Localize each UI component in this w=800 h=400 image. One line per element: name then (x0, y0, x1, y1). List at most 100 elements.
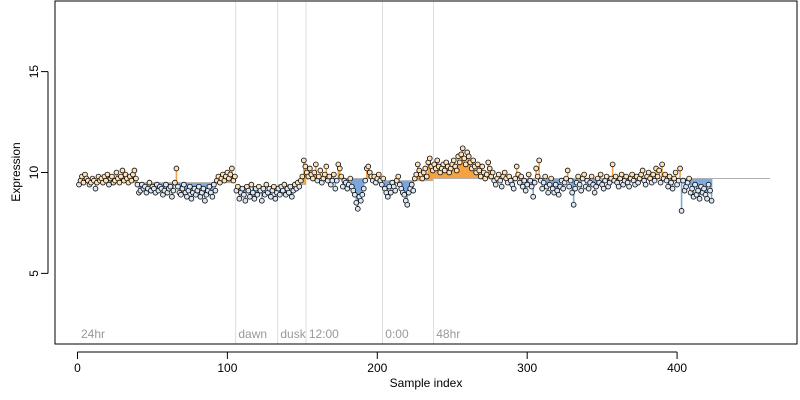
data-point (530, 193, 536, 200)
y-tick-label: 15 (27, 65, 41, 79)
x-tick-label: 400 (667, 361, 687, 375)
data-point (461, 155, 468, 162)
data-point (453, 167, 460, 174)
data-point (104, 171, 111, 178)
data-point (187, 183, 193, 190)
region-labels: 24hr dawn dusk 12:00 0:00 48hr (81, 327, 460, 341)
data-point (259, 197, 265, 204)
region-label: 12:00 (309, 327, 339, 341)
data-point (263, 181, 270, 188)
data-point (434, 157, 441, 164)
data-point (677, 165, 683, 172)
data-point (299, 173, 306, 180)
data-point (357, 197, 364, 204)
data-point (392, 187, 399, 194)
data-point (483, 171, 490, 178)
data-point (384, 193, 391, 200)
data-point (331, 171, 337, 178)
data-point (581, 171, 587, 178)
y-axis-title: Expression (9, 142, 23, 201)
data-point (603, 173, 610, 180)
data-point (378, 181, 385, 188)
region-label: 0:00 (385, 327, 409, 341)
data-point (546, 181, 553, 188)
data-point (338, 173, 345, 180)
data-point (395, 173, 402, 180)
data-point (501, 169, 508, 176)
data-point (570, 201, 577, 208)
data-point (281, 181, 288, 188)
data-point (133, 175, 139, 182)
data-point (534, 173, 541, 180)
data-point (172, 179, 178, 186)
data-point (645, 169, 652, 176)
data-point (250, 189, 256, 196)
data-point (585, 185, 592, 192)
region-label: dusk (280, 327, 306, 341)
data-point (245, 187, 252, 194)
data-point (362, 177, 369, 184)
data-point (441, 167, 448, 174)
data-point (672, 169, 679, 176)
data-point (128, 177, 135, 184)
data-point (474, 161, 481, 168)
data-point (323, 163, 330, 170)
data-point (173, 165, 180, 172)
data-point (668, 179, 674, 186)
data-point (518, 173, 524, 180)
data-point (163, 181, 169, 188)
data-point (675, 177, 682, 184)
data-point (202, 197, 208, 204)
data-point (340, 183, 346, 190)
data-point (701, 185, 707, 192)
data-point (351, 191, 358, 198)
data-point (184, 193, 190, 200)
data-point (106, 181, 112, 188)
data-point (513, 163, 520, 170)
data-point (326, 173, 333, 180)
data-point (498, 183, 505, 190)
data-point (686, 175, 692, 182)
data-point (317, 167, 324, 174)
data-point (486, 165, 493, 172)
data-point (196, 183, 202, 190)
data-point (492, 181, 499, 188)
data-point (650, 171, 656, 178)
data-point (169, 193, 175, 200)
data-point (497, 177, 504, 184)
data-point (489, 169, 496, 176)
plot-frame (54, 0, 798, 345)
data-point (200, 185, 207, 192)
data-point (540, 179, 547, 186)
data-point (612, 173, 619, 180)
data-point (695, 187, 701, 194)
data-point (311, 169, 318, 176)
data-point (527, 177, 533, 184)
data-point (414, 161, 421, 168)
data-point (512, 175, 518, 182)
data-point (642, 181, 649, 188)
data-point (510, 185, 517, 192)
data-point (459, 145, 466, 152)
data-point (593, 183, 599, 190)
data-point (408, 181, 415, 188)
data-point (134, 181, 141, 188)
data-point (287, 183, 294, 190)
data-point (103, 177, 109, 184)
data-point (332, 185, 339, 192)
data-point (689, 185, 695, 192)
data-point (564, 167, 571, 174)
data-point (232, 173, 238, 180)
data-point (316, 173, 322, 180)
data-point (519, 183, 526, 190)
data-point (578, 187, 584, 194)
data-point (567, 177, 574, 184)
data-point (552, 181, 559, 188)
data-point (347, 175, 354, 182)
data-point (597, 171, 604, 178)
data-point (533, 165, 539, 172)
data-point (329, 177, 336, 184)
data-point (419, 175, 426, 182)
data-point (212, 187, 219, 194)
